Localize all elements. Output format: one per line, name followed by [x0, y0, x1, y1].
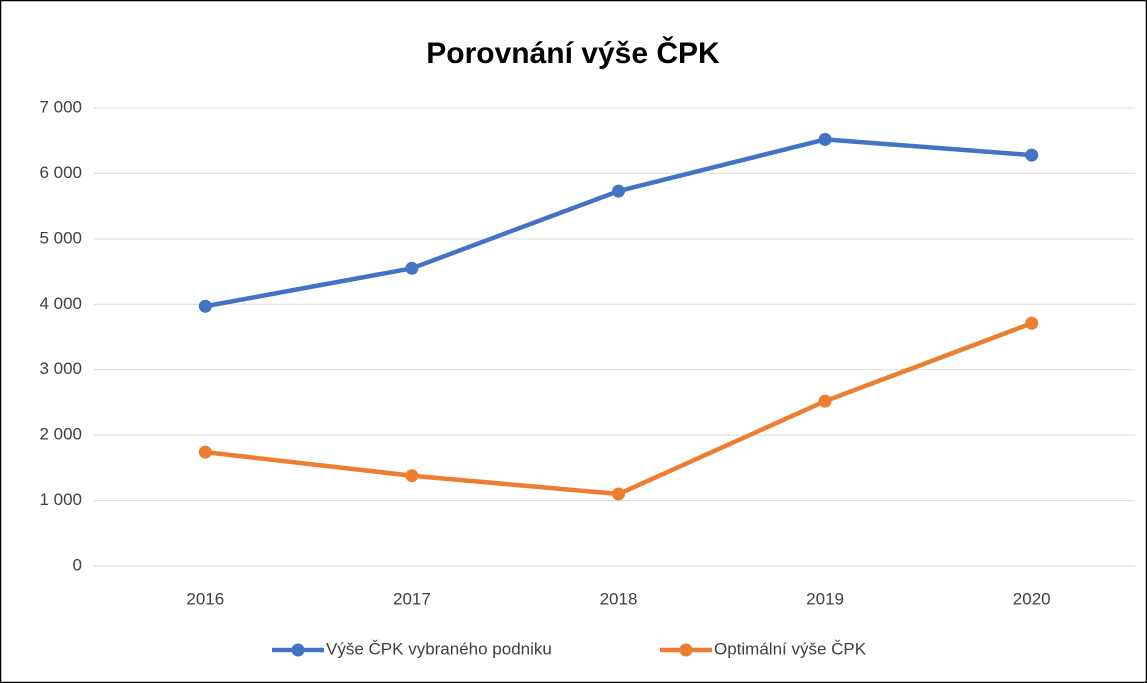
data-point — [818, 394, 832, 408]
x-tick-label: 2019 — [806, 589, 844, 608]
y-tick-label: 7 000 — [39, 97, 82, 116]
data-point — [198, 445, 212, 459]
data-point — [405, 469, 419, 483]
y-tick-label: 1 000 — [39, 490, 82, 509]
data-point — [818, 132, 832, 146]
chart-title: Porovnání výše ČPK — [426, 36, 720, 70]
y-tick-label: 2 000 — [39, 425, 82, 444]
y-tick-label: 6 000 — [39, 163, 82, 182]
data-point — [1025, 316, 1039, 330]
y-tick-label: 3 000 — [39, 359, 82, 378]
y-tick-label: 4 000 — [39, 294, 82, 313]
legend-marker — [291, 643, 305, 657]
data-point — [612, 184, 625, 198]
y-tick-label: 5 000 — [39, 228, 82, 247]
legend-label: Výše ČPK vybraného podniku — [326, 639, 552, 658]
legend-label: Optimální výše ČPK — [714, 639, 867, 658]
data-point — [198, 299, 212, 313]
legend-marker — [679, 643, 693, 657]
data-point — [1025, 148, 1039, 162]
y-tick-label: 0 — [73, 555, 82, 574]
data-point — [405, 261, 419, 275]
x-tick-label: 2016 — [186, 589, 224, 608]
x-tick-label: 2017 — [393, 589, 431, 608]
x-tick-label: 2020 — [1013, 589, 1051, 608]
data-point — [612, 487, 625, 501]
x-tick-label: 2018 — [600, 589, 638, 608]
